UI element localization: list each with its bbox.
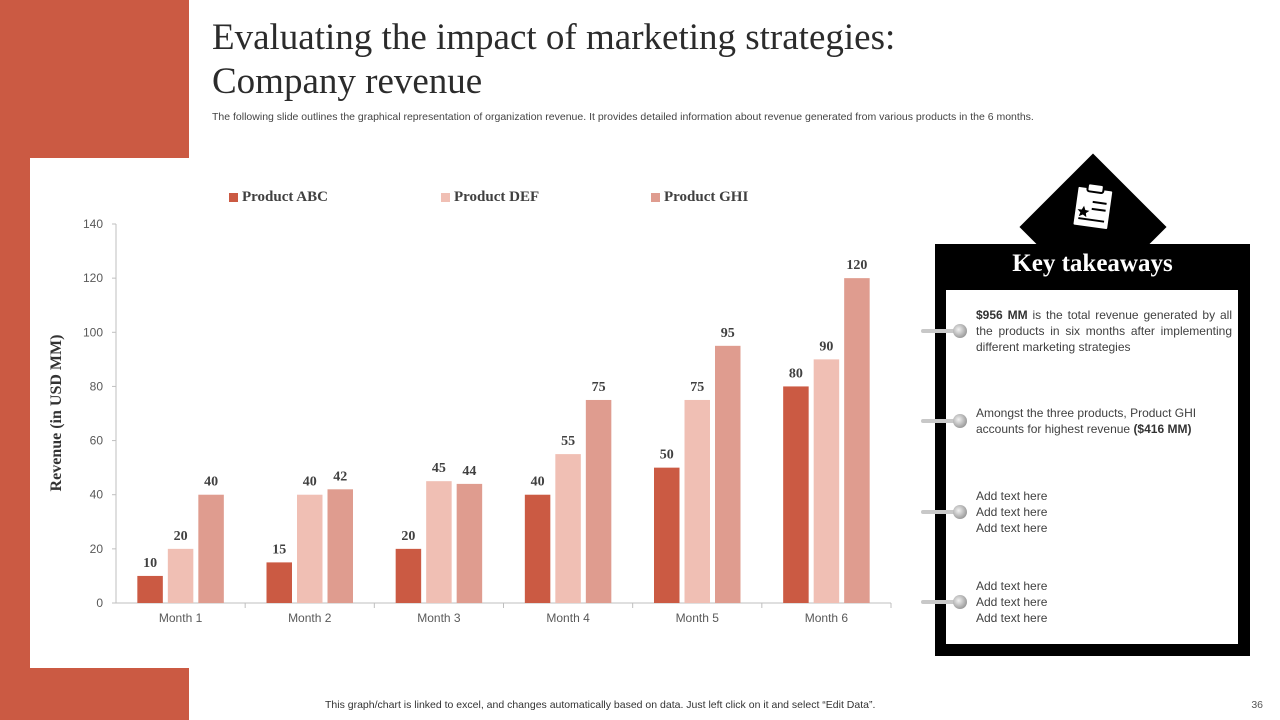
takeaways-heading: Key takeaways <box>1012 250 1173 277</box>
placeholder-text[interactable]: Add text here <box>976 521 1048 535</box>
takeaway-text-2: Amongst the three products, Product GHI … <box>976 405 1232 437</box>
takeaway-text-4[interactable]: Add text here Add text here Add text her… <box>976 578 1232 626</box>
legend-swatch-ghi <box>651 193 660 202</box>
takeaway-bullet-4 <box>921 595 967 609</box>
title-line-2: Company revenue <box>212 61 483 102</box>
footer-note: This graph/chart is linked to excel, and… <box>325 699 876 711</box>
takeaways-inner-panel <box>946 290 1238 644</box>
legend-label-ghi: Product GHI <box>664 189 749 205</box>
clipboard-star-icon <box>1071 182 1115 232</box>
takeaway-2-bold: ($416 MM) <box>1133 422 1192 436</box>
legend-item-product-def: Product DEF <box>441 189 539 206</box>
placeholder-text[interactable]: Add text here <box>976 579 1048 593</box>
takeaway-text-1: $956 MM is the total revenue generated b… <box>976 307 1232 355</box>
placeholder-text[interactable]: Add text here <box>976 611 1048 625</box>
takeaway-bullet-2 <box>921 414 967 428</box>
takeaway-bullet-1 <box>921 324 967 338</box>
takeaway-1-bold: $956 MM <box>976 308 1028 322</box>
subtitle: The following slide outlines the graphic… <box>212 111 1034 123</box>
y-axis-label: Revenue (in USD MM) <box>48 334 65 492</box>
placeholder-text[interactable]: Add text here <box>976 505 1048 519</box>
legend-item-product-abc: Product ABC <box>229 189 328 206</box>
takeaway-text-3[interactable]: Add text here Add text here Add text her… <box>976 488 1232 536</box>
page-title: Evaluating the impact of marketing strat… <box>212 16 1112 104</box>
placeholder-text[interactable]: Add text here <box>976 595 1048 609</box>
page-number: 36 <box>1251 699 1263 711</box>
title-line-1: Evaluating the impact of marketing strat… <box>212 17 896 58</box>
legend-label-def: Product DEF <box>454 189 540 205</box>
placeholder-text[interactable]: Add text here <box>976 489 1048 503</box>
chart-panel <box>30 158 910 668</box>
legend-swatch-abc <box>229 193 238 202</box>
legend-item-product-ghi: Product GHI <box>651 189 748 206</box>
legend-label-abc: Product ABC <box>242 189 328 205</box>
takeaway-1-body: is the total revenue generated by all th… <box>976 308 1232 354</box>
legend-swatch-def <box>441 193 450 202</box>
takeaway-2-body: Amongst the three products, Product GHI … <box>976 406 1197 436</box>
takeaway-bullet-3 <box>921 505 967 519</box>
